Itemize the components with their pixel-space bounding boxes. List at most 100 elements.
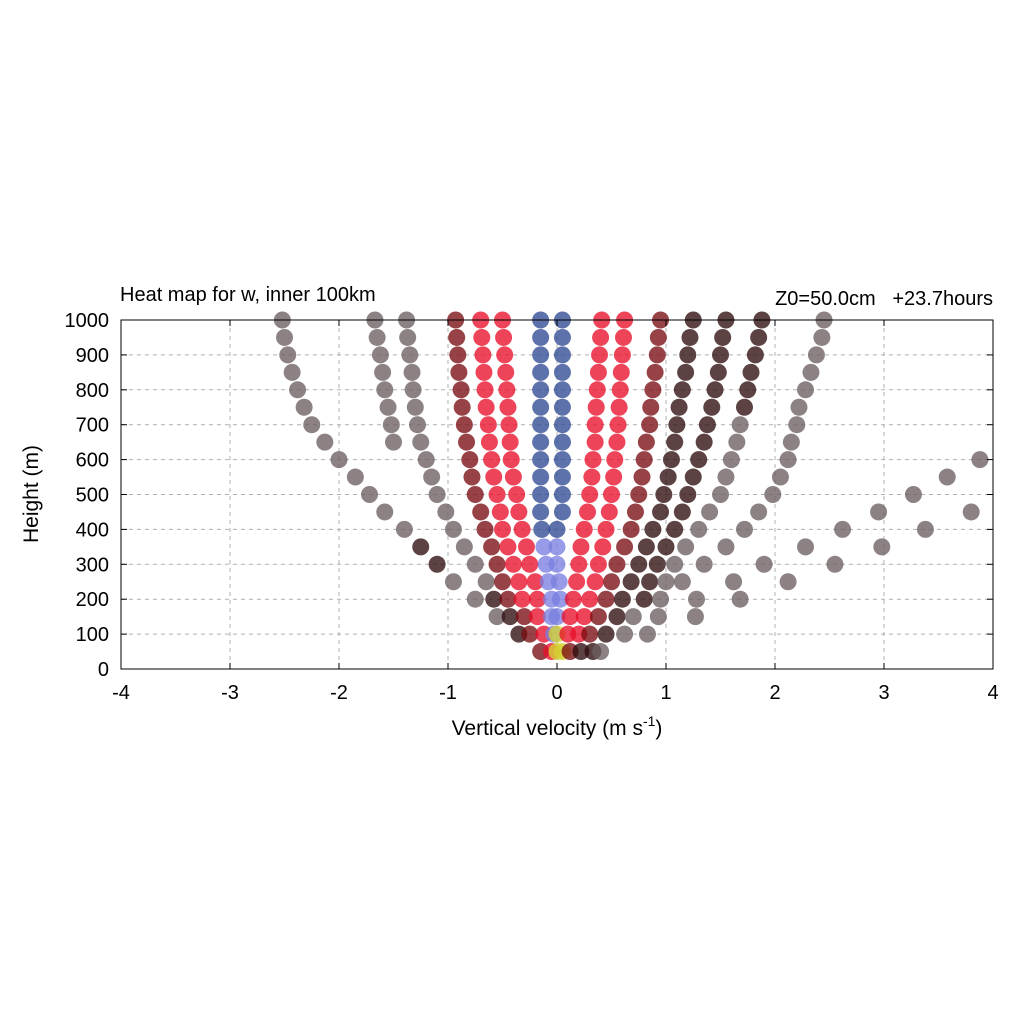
- data-point: [548, 608, 566, 626]
- data-point: [515, 608, 533, 626]
- data-point: [458, 433, 476, 451]
- data-point: [712, 486, 729, 503]
- chart-annotation: Z0=50.0cm +23.7hours: [775, 288, 993, 310]
- data-point: [346, 468, 364, 486]
- data-point: [553, 346, 571, 364]
- data-point: [790, 398, 808, 416]
- data-point: [553, 398, 571, 416]
- data-point: [548, 538, 566, 556]
- data-point: [513, 590, 531, 608]
- data-point: [725, 573, 743, 591]
- data-point: [499, 398, 517, 416]
- data-point: [662, 451, 680, 469]
- x-tick-label: 4: [987, 682, 998, 704]
- data-point: [379, 398, 397, 416]
- data-point: [603, 486, 620, 503]
- data-point: [499, 538, 517, 556]
- data-point: [782, 433, 800, 451]
- y-tick-label: 1000: [65, 310, 110, 332]
- data-point: [622, 520, 640, 538]
- data-point: [501, 608, 519, 626]
- data-point: [635, 590, 653, 608]
- data-point: [642, 398, 660, 416]
- data-point: [644, 381, 662, 399]
- y-tick-label: 600: [76, 450, 109, 472]
- data-point: [316, 433, 334, 451]
- data-point: [449, 346, 467, 364]
- data-point: [564, 590, 582, 608]
- data-point: [553, 503, 571, 521]
- data-point: [606, 451, 624, 469]
- data-point: [731, 416, 749, 434]
- data-point: [916, 520, 934, 538]
- data-point: [461, 451, 479, 469]
- x-tick-label: 1: [660, 682, 671, 704]
- data-point: [495, 328, 513, 346]
- data-point: [717, 538, 735, 556]
- data-point: [608, 433, 626, 451]
- data-point: [677, 363, 695, 381]
- data-point: [423, 468, 441, 486]
- data-point: [962, 503, 980, 521]
- data-point: [597, 625, 615, 643]
- data-point: [477, 573, 495, 591]
- data-point: [938, 468, 956, 486]
- data-point: [575, 520, 593, 538]
- data-point: [488, 486, 506, 503]
- data-point: [673, 573, 691, 591]
- data-point: [638, 625, 656, 643]
- data-point: [657, 538, 675, 556]
- data-point: [510, 503, 528, 521]
- data-point: [483, 451, 501, 469]
- data-point: [870, 503, 888, 521]
- data-point: [548, 555, 566, 573]
- data-point: [448, 328, 466, 346]
- data-point: [526, 573, 544, 591]
- data-point: [588, 381, 606, 399]
- data-point: [666, 555, 684, 573]
- data-point: [706, 381, 724, 399]
- data-point: [553, 328, 571, 346]
- data-point: [488, 555, 506, 573]
- x-tick-label: 2: [769, 682, 780, 704]
- data-point: [479, 416, 497, 434]
- data-point: [684, 468, 702, 486]
- data-point: [444, 520, 462, 538]
- y-tick-label: 800: [76, 380, 109, 402]
- data-point: [450, 363, 468, 381]
- data-point: [608, 608, 626, 626]
- data-point: [453, 398, 471, 416]
- data-point: [401, 346, 419, 364]
- data-point: [641, 416, 659, 434]
- data-point: [374, 363, 392, 381]
- data-point: [826, 555, 844, 573]
- data-point: [755, 555, 773, 573]
- data-point: [771, 468, 789, 486]
- data-point: [612, 363, 630, 381]
- x-tick-label: 3: [878, 682, 889, 704]
- data-point: [695, 555, 713, 573]
- data-point: [513, 520, 531, 538]
- data-point: [652, 503, 670, 521]
- data-point: [679, 346, 697, 364]
- data-point: [497, 363, 515, 381]
- data-point: [406, 398, 424, 416]
- data-point: [677, 538, 695, 556]
- data-point: [673, 381, 691, 399]
- data-point: [502, 451, 520, 469]
- data-point: [779, 451, 797, 469]
- x-tick-label: -3: [221, 682, 239, 704]
- data-point: [834, 520, 852, 538]
- data-point: [488, 608, 506, 626]
- data-point: [611, 381, 629, 399]
- x-axis-title-exponent: -1: [643, 713, 656, 729]
- data-point: [742, 363, 760, 381]
- data-point: [412, 433, 430, 451]
- data-point: [498, 381, 516, 399]
- data-point: [722, 451, 740, 469]
- data-point: [622, 573, 640, 591]
- data-point: [444, 573, 462, 591]
- data-point: [428, 555, 446, 573]
- data-point: [412, 538, 430, 556]
- data-point: [592, 328, 610, 346]
